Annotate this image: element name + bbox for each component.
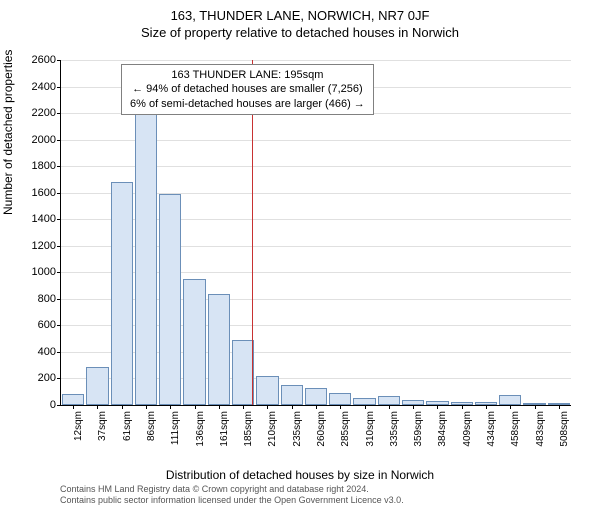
histogram-bar [183, 279, 205, 405]
x-axis-label: Distribution of detached houses by size … [0, 468, 600, 482]
x-tick-label: 310sqm [365, 411, 376, 447]
histogram-bar [256, 376, 278, 405]
y-tick-label: 1800 [32, 160, 61, 172]
page-title: 163, THUNDER LANE, NORWICH, NR7 0JF [0, 8, 600, 23]
histogram-bar [281, 385, 303, 405]
y-tick-label: 1400 [32, 213, 61, 225]
histogram-bar [111, 182, 133, 405]
x-tick-label: 86sqm [146, 411, 157, 441]
annotation-line3: 6% of semi-detached houses are larger (4… [130, 97, 365, 111]
annotation-line2: ← 94% of detached houses are smaller (7,… [130, 82, 365, 96]
x-tick-label: 161sqm [219, 411, 230, 447]
x-tick-label: 61sqm [122, 411, 133, 441]
x-tick-label: 409sqm [462, 411, 473, 447]
annotation-line1: 163 THUNDER LANE: 195sqm [130, 68, 365, 82]
y-tick-label: 800 [38, 293, 61, 305]
y-tick-label: 2600 [32, 54, 61, 66]
histogram-bar [499, 395, 521, 405]
x-tick-label: 458sqm [510, 411, 521, 447]
attribution-text: Contains HM Land Registry data © Crown c… [60, 484, 404, 506]
x-tick-label: 384sqm [437, 411, 448, 447]
x-tick-label: 37sqm [97, 411, 108, 441]
x-tick-label: 285sqm [340, 411, 351, 447]
x-tick-label: 235sqm [292, 411, 303, 447]
x-tick-label: 185sqm [243, 411, 254, 447]
histogram-bar [62, 394, 84, 405]
histogram-bar [159, 194, 181, 405]
y-tick-label: 1600 [32, 187, 61, 199]
x-tick-label: 136sqm [195, 411, 206, 447]
histogram-bar [329, 393, 351, 405]
histogram-bar [232, 340, 254, 405]
y-tick-label: 2000 [32, 134, 61, 146]
x-tick-label: 210sqm [267, 411, 278, 447]
y-tick-label: 1000 [32, 266, 61, 278]
histogram-bar [378, 396, 400, 405]
x-tick-label: 12sqm [73, 411, 84, 441]
histogram-bar [353, 398, 375, 405]
histogram-bar [135, 114, 157, 405]
x-tick-label: 111sqm [170, 411, 181, 445]
y-tick-label: 2400 [32, 81, 61, 93]
y-tick-label: 600 [38, 319, 61, 331]
y-axis-label: Number of detached properties [1, 50, 15, 215]
chart-subtitle: Size of property relative to detached ho… [0, 25, 600, 40]
histogram-bar [208, 294, 230, 405]
histogram-bar [86, 367, 108, 405]
y-tick-label: 400 [38, 346, 61, 358]
x-tick-label: 359sqm [413, 411, 424, 447]
x-tick-label: 335sqm [389, 411, 400, 447]
gridline [61, 60, 571, 61]
y-tick-label: 1200 [32, 240, 61, 252]
histogram-chart: 0200400600800100012001400160018002000220… [60, 60, 571, 406]
x-tick-label: 434sqm [486, 411, 497, 447]
y-tick-label: 200 [38, 372, 61, 384]
x-tick-label: 260sqm [316, 411, 327, 447]
y-tick-label: 0 [50, 399, 61, 411]
x-tick-label: 483sqm [535, 411, 546, 447]
histogram-bar [305, 388, 327, 405]
y-tick-label: 2200 [32, 107, 61, 119]
x-tick-label: 508sqm [559, 411, 570, 447]
annotation-box: 163 THUNDER LANE: 195sqm ← 94% of detach… [121, 64, 374, 115]
